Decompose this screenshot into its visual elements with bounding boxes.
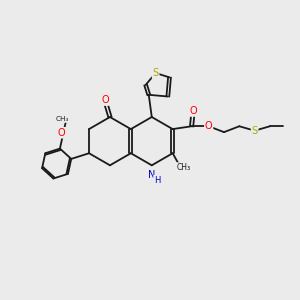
Text: O: O: [205, 121, 212, 131]
Text: N: N: [148, 170, 155, 180]
Text: H: H: [154, 176, 160, 184]
Text: S: S: [153, 68, 159, 78]
Text: CH₃: CH₃: [56, 116, 70, 122]
Text: O: O: [58, 128, 65, 138]
Text: O: O: [101, 95, 109, 105]
Text: O: O: [189, 106, 197, 116]
Text: CH₃: CH₃: [176, 163, 190, 172]
Text: S: S: [252, 126, 258, 136]
